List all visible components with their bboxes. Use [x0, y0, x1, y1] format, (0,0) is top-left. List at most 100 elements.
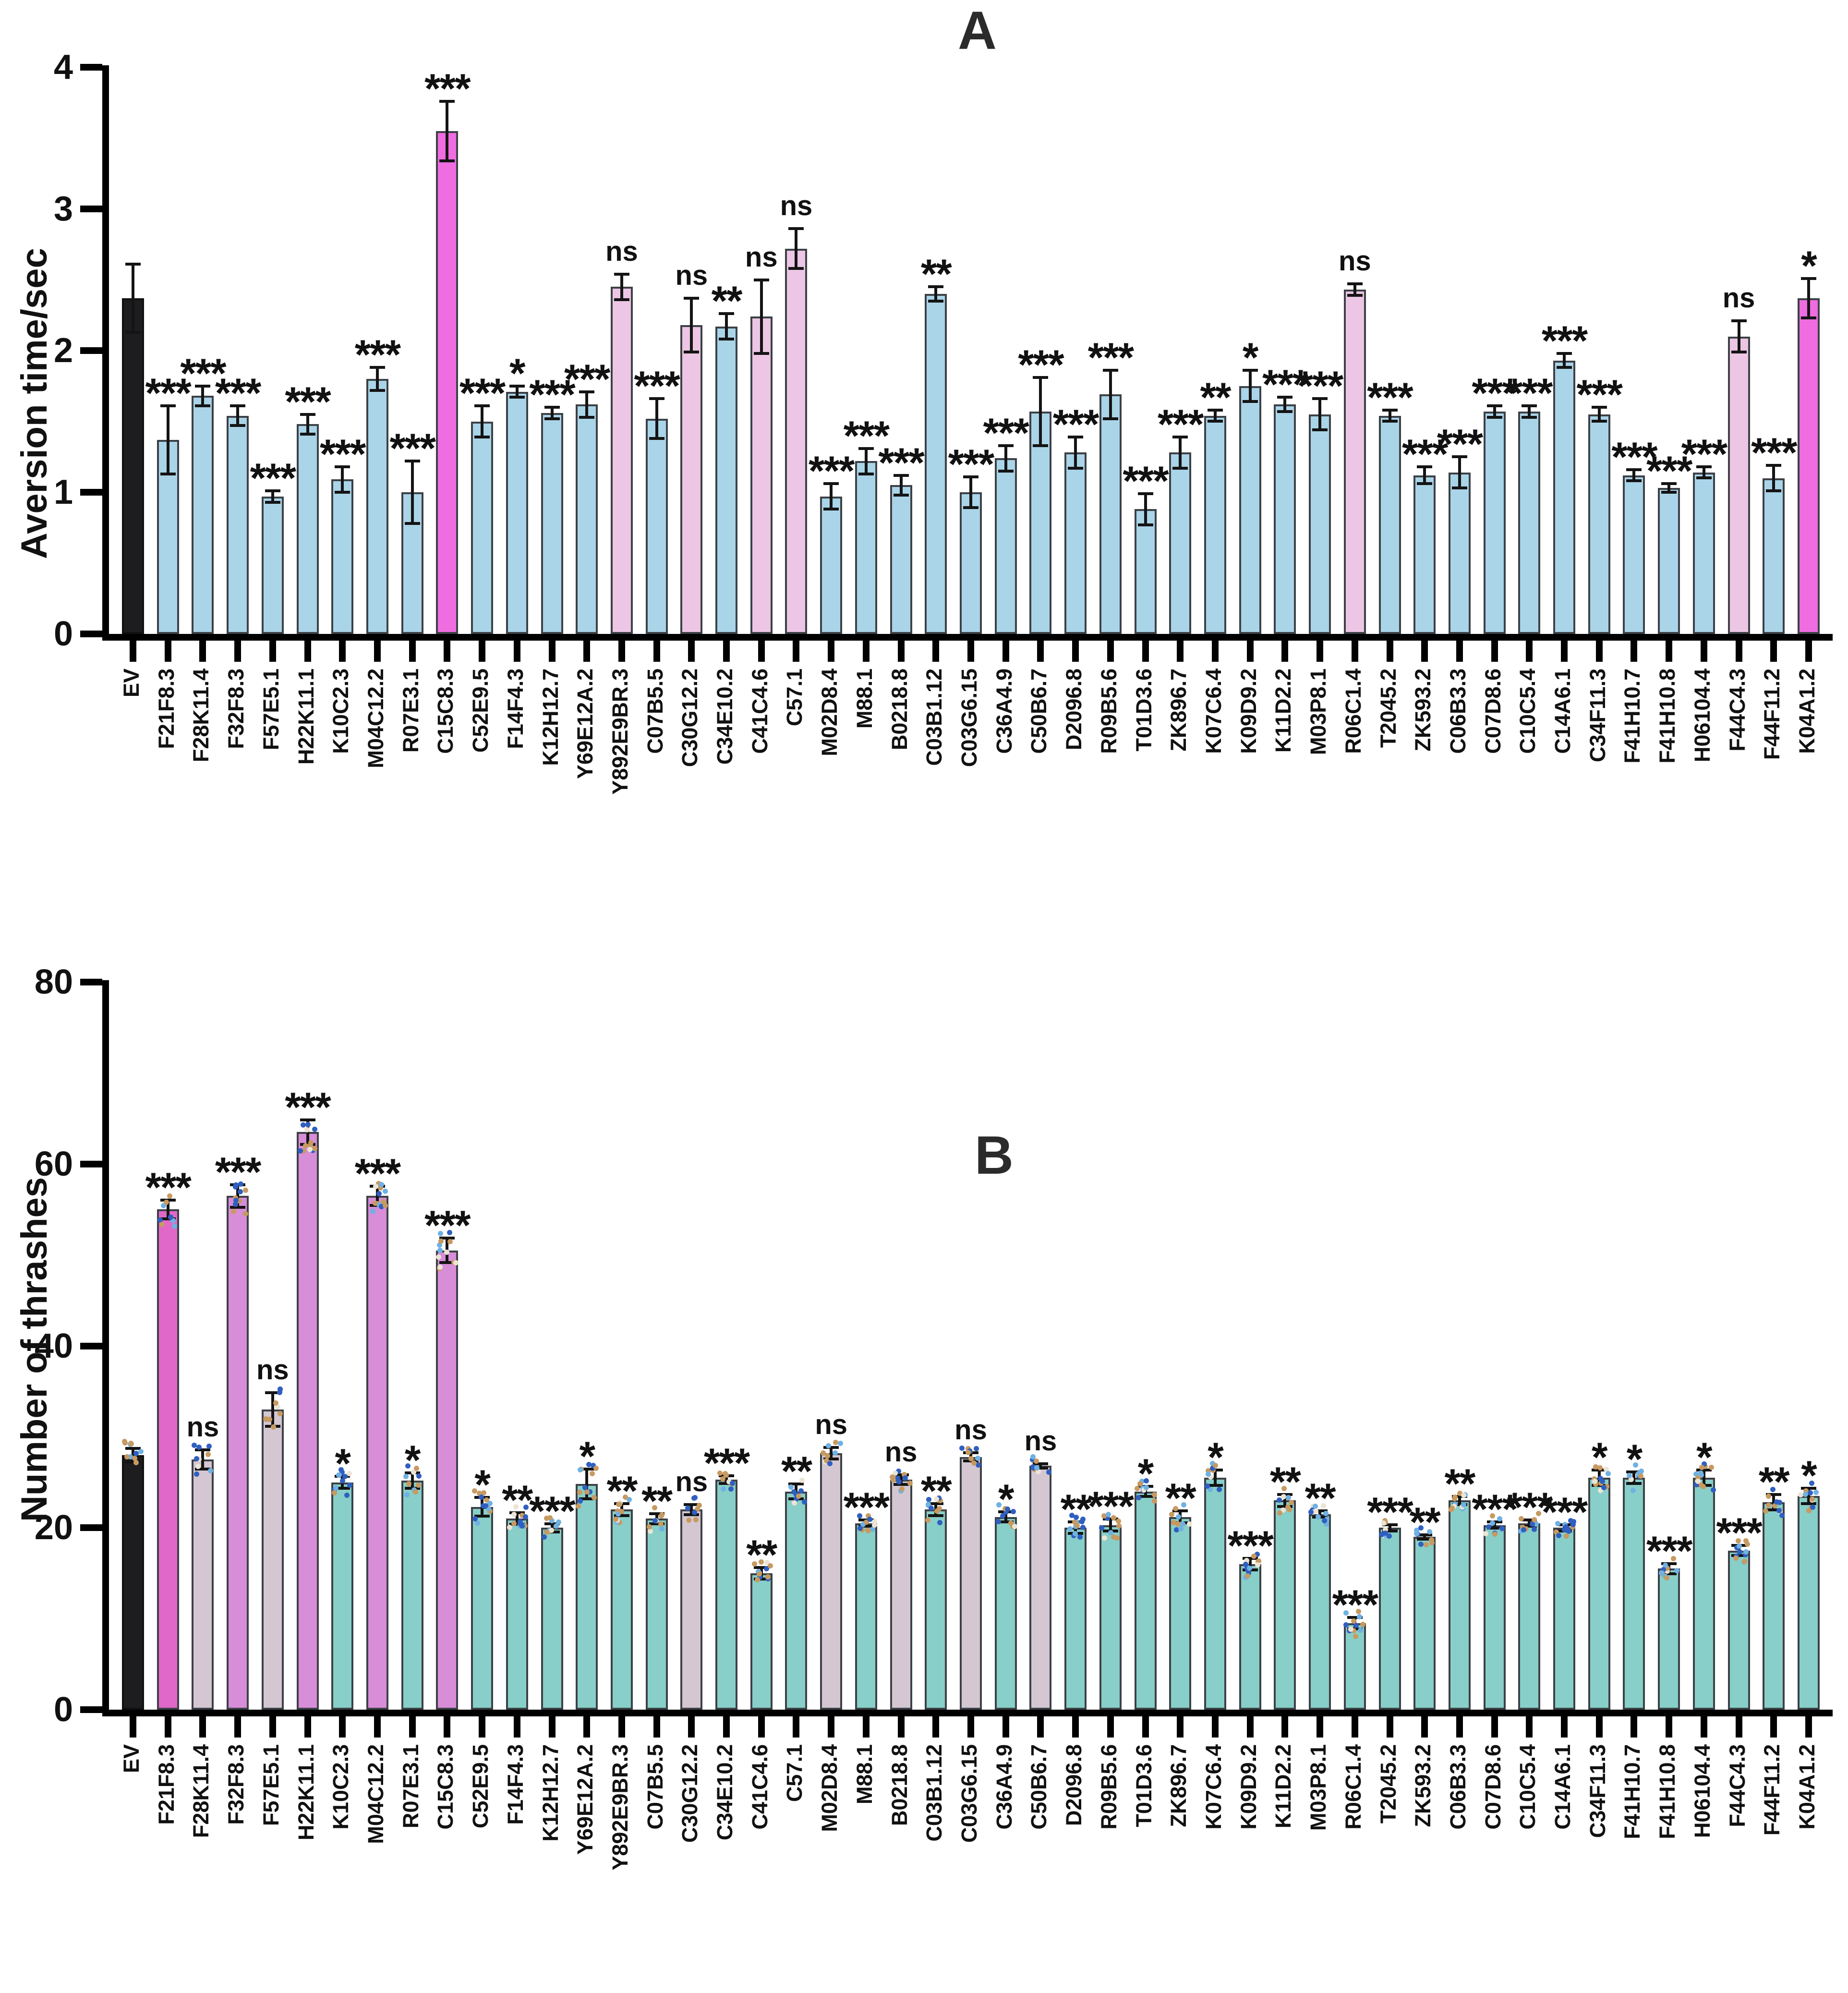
data-point-dot — [487, 1500, 493, 1506]
data-point-dot — [1593, 1464, 1598, 1470]
bar-M03P8.1 — [1309, 414, 1331, 634]
data-point-dot — [1736, 1538, 1741, 1543]
bar-F41H10.8 — [1658, 488, 1680, 634]
x-label-C36A4.9: C36A4.9 — [991, 668, 1016, 754]
data-point-dot — [859, 1527, 865, 1533]
x-label-B0218.8: B0218.8 — [887, 668, 912, 751]
bar-C07D8.6 — [1483, 1525, 1506, 1710]
error-bar — [1033, 376, 1049, 379]
data-point-dot — [471, 1488, 477, 1494]
error-bar — [1632, 1470, 1636, 1485]
data-point-dot — [1737, 1543, 1742, 1549]
error-bar — [788, 1482, 804, 1485]
data-point-dot — [1111, 1515, 1117, 1520]
y-axis-tick — [80, 979, 102, 985]
data-point-dot — [376, 1191, 382, 1196]
data-point-dot — [1695, 1479, 1701, 1484]
data-point-dot — [1765, 1502, 1771, 1508]
error-bar — [684, 1513, 700, 1516]
bar-T2045.2 — [1378, 1528, 1401, 1710]
data-point-dot — [1519, 1516, 1524, 1522]
data-point-dot — [1286, 1495, 1292, 1501]
x-axis-tick — [1491, 1716, 1498, 1738]
x-axis-tick — [1561, 1716, 1568, 1738]
bar-C50B6.7 — [1029, 411, 1052, 634]
data-point-dot — [975, 1456, 981, 1461]
data-point-dot — [658, 1521, 664, 1527]
error-bar — [1137, 1495, 1153, 1498]
error-bar — [550, 1522, 554, 1533]
error-bar — [1801, 1502, 1816, 1505]
data-point-dot — [273, 1400, 278, 1406]
data-point-dot — [1632, 1462, 1638, 1468]
data-point-dot — [1418, 1525, 1424, 1531]
error-bar — [236, 1183, 240, 1209]
data-point-dot — [195, 1464, 201, 1470]
significance-C07B5.5: *** — [634, 363, 680, 410]
x-label-F44C4.3: F44C4.3 — [1725, 668, 1750, 752]
data-point-dot — [695, 1506, 701, 1512]
error-bar — [1213, 1469, 1217, 1487]
data-point-dot — [519, 1523, 525, 1529]
significance-C41C4.6: ** — [746, 1531, 777, 1578]
significance-K07C6.4: * — [1208, 1434, 1223, 1481]
data-point-dot — [857, 1513, 863, 1519]
data-point-dot — [896, 1469, 902, 1474]
x-axis-tick — [1770, 641, 1777, 662]
x-label-C50B6.7: C50B6.7 — [1027, 1744, 1051, 1830]
data-point-dot — [194, 1456, 200, 1462]
data-point-dot — [1779, 1512, 1785, 1518]
x-label-F57E5.1: F57E5.1 — [258, 1744, 283, 1826]
data-point-dot — [767, 1563, 773, 1569]
bar-C03B1.12 — [925, 294, 947, 634]
data-point-dot — [864, 1519, 870, 1525]
data-point-dot — [757, 1571, 762, 1577]
x-axis-tick — [1595, 1716, 1603, 1738]
data-point-dot — [233, 1198, 239, 1203]
data-point-dot — [301, 1148, 307, 1154]
significance-F21F8.3: *** — [145, 1164, 192, 1211]
x-axis-tick — [164, 641, 171, 662]
data-point-dot — [1598, 1488, 1604, 1494]
x-axis-tick — [269, 1716, 276, 1738]
data-point-dot — [1810, 1496, 1815, 1502]
significance-C06B3.3: ** — [1444, 1461, 1475, 1507]
x-label-R09B5.6: R09B5.6 — [1096, 668, 1121, 754]
error-bar — [614, 1514, 629, 1517]
significance-C03B1.12: ** — [920, 1468, 952, 1515]
x-axis-tick — [479, 641, 486, 662]
data-point-dot — [827, 1460, 833, 1466]
bar-M88.1 — [855, 1523, 877, 1710]
error-bar — [195, 384, 211, 388]
error-bar — [614, 272, 629, 276]
data-point-dot — [722, 1471, 728, 1477]
data-point-dot — [652, 1505, 658, 1510]
x-axis-tick — [688, 641, 695, 662]
bar-F44C4.3 — [1727, 1550, 1750, 1710]
bar-C07D8.6 — [1483, 411, 1506, 634]
data-point-dot — [1765, 1494, 1771, 1499]
error-bar — [300, 413, 315, 416]
x-axis-tick — [479, 1716, 486, 1738]
x-label-T2045.2: T2045.2 — [1376, 1744, 1401, 1824]
data-point-dot — [485, 1506, 491, 1512]
data-point-dot — [483, 1503, 489, 1508]
significance-C36A4.9: *** — [983, 410, 1029, 456]
data-point-dot — [1356, 1609, 1362, 1615]
x-label-T2045.2: T2045.2 — [1376, 668, 1401, 748]
error-bar — [1661, 482, 1677, 486]
significance-F41H10.7: * — [1626, 1436, 1643, 1483]
data-point-dot — [1244, 1566, 1250, 1572]
error-bar — [1242, 400, 1258, 403]
x-label-C57.1: C57.1 — [782, 668, 807, 727]
bar-M03P8.1 — [1309, 1514, 1331, 1710]
data-point-dot — [346, 1471, 352, 1477]
data-point-dot — [1245, 1570, 1251, 1576]
error-bar — [1417, 465, 1433, 468]
panel-a-label: A — [958, 0, 997, 61]
data-point-dot — [523, 1504, 529, 1510]
data-point-dot — [577, 1490, 583, 1495]
significance-Y892E9BR.3: ** — [606, 1468, 638, 1515]
data-point-dot — [1178, 1526, 1184, 1531]
data-point-dot — [646, 1524, 652, 1530]
